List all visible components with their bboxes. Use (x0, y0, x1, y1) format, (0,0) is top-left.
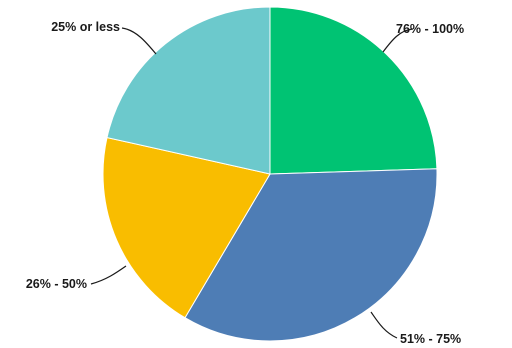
leader-line-3 (90, 265, 127, 285)
leader-line-1 (382, 28, 414, 53)
slice-label-2: 51% - 75% (400, 332, 461, 346)
pie-slices (102, 6, 438, 342)
slice-label-3: 26% - 50% (26, 277, 87, 291)
slice-label-1: 76% - 100% (396, 22, 464, 36)
pie-slice-3 (102, 136, 271, 319)
pie-slice-1 (269, 6, 438, 175)
leader-line-4 (121, 27, 157, 55)
slice-label-4: 25% or less (51, 20, 120, 34)
pie-labels: 76% - 100% 51% - 75% 26% - 50% 25% or less (26, 20, 464, 346)
pie-slice-4 (106, 6, 271, 175)
leader-line-2 (370, 311, 398, 339)
